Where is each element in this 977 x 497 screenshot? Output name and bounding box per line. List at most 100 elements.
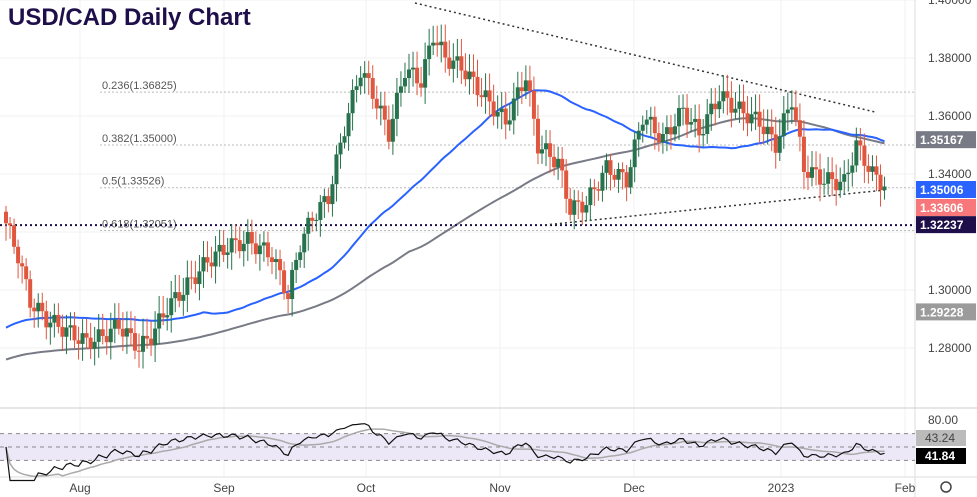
candle-body: [407, 69, 411, 79]
candle-body: [515, 87, 520, 99]
candle-body: [608, 160, 613, 175]
candle-body: [705, 114, 710, 134]
candle-body: [507, 120, 512, 125]
candle-body: [265, 242, 270, 258]
candle-body: [624, 172, 629, 188]
candle-body: [455, 56, 460, 61]
candle-body: [346, 113, 351, 137]
candle-body: [48, 322, 53, 328]
candle-body: [467, 71, 472, 80]
candle-body: [8, 223, 13, 226]
candle-body: [814, 167, 819, 170]
candle-body: [221, 244, 226, 255]
lower-trendline: [544, 189, 886, 226]
candle-body: [427, 45, 432, 60]
moving-average-line: [5, 89, 885, 329]
candle-body: [354, 86, 359, 90]
x-tick-label: Oct: [357, 481, 376, 495]
moving-average-line: [5, 117, 885, 361]
candle-body: [362, 73, 367, 78]
candle-body: [20, 263, 25, 267]
candle-body: [822, 183, 827, 185]
candle-body: [535, 118, 540, 154]
candle-body: [141, 335, 146, 352]
candle-body: [882, 186, 887, 191]
candle-body: [302, 233, 307, 253]
candle-body: [640, 124, 645, 131]
candle-body: [419, 83, 424, 88]
candle-body: [12, 225, 17, 247]
candle-body: [322, 196, 327, 203]
candle-body: [245, 232, 250, 244]
candle-body: [173, 292, 178, 299]
price-tag: [916, 181, 976, 198]
candle-body: [552, 156, 557, 168]
candle-body: [28, 279, 33, 308]
candle-body: [451, 60, 456, 69]
candle-body: [499, 108, 504, 113]
candle-body: [652, 116, 657, 134]
fib-label: 0.5(1.33526): [102, 176, 164, 188]
x-tick-label: Feb: [895, 481, 916, 495]
price-tag: [916, 199, 976, 216]
candle-body: [104, 336, 109, 343]
candle-body: [564, 170, 569, 199]
x-tick-label: Dec: [623, 481, 644, 495]
candle-body: [697, 118, 702, 136]
settings-gear-icon[interactable]: [940, 481, 952, 493]
candle-body: [64, 327, 69, 337]
candle-body: [580, 201, 585, 213]
candle-body: [487, 90, 492, 102]
price-tag-label: 1.32237: [920, 218, 964, 232]
rsi-signal-tag: [916, 430, 966, 446]
candle-body: [600, 172, 605, 191]
candle-body: [435, 42, 440, 46]
candle-body: [165, 315, 170, 318]
candle-body: [479, 95, 484, 98]
candle-body: [423, 59, 428, 88]
candle-body: [298, 252, 303, 260]
candle-body: [701, 133, 706, 136]
candle-body: [120, 328, 125, 337]
candle-body: [334, 154, 339, 185]
candle-body: [36, 302, 41, 312]
candle-body: [463, 70, 468, 80]
candle-body: [765, 126, 770, 135]
y-tick-label: 1.36000: [928, 109, 972, 123]
price-tag-label: 1.35006: [920, 183, 964, 197]
y-tick-label: 1.34000: [928, 167, 972, 181]
candle-body: [378, 105, 383, 109]
candle-body: [149, 338, 154, 346]
candle-body: [237, 240, 242, 252]
candle-body: [644, 119, 649, 125]
candle-body: [108, 328, 113, 343]
y-tick-label: 1.38000: [928, 51, 972, 65]
candle-body: [737, 101, 742, 109]
candle-body: [342, 136, 347, 143]
candle-body: [741, 101, 746, 114]
candle-body: [161, 313, 166, 318]
candle-body: [402, 78, 407, 87]
candle-body: [560, 158, 565, 171]
candle-body: [713, 103, 718, 110]
candle-body: [850, 165, 855, 173]
x-tick-label: Sep: [213, 481, 235, 495]
candle-body: [826, 172, 831, 184]
candle-body: [358, 77, 363, 87]
rsi-line: [5, 423, 885, 482]
rsi-tick-label: 80.00: [928, 413, 958, 427]
candle-body: [628, 167, 633, 188]
candle-body: [878, 174, 883, 191]
candle-body: [241, 243, 246, 252]
candle-body: [664, 127, 669, 135]
candle-body: [185, 277, 190, 295]
candle-body: [374, 98, 379, 109]
candle-body: [588, 187, 593, 206]
rsi-signal-label: 43.24: [925, 431, 955, 445]
candle-body: [411, 67, 416, 70]
candle-body: [76, 340, 81, 344]
candle-body: [382, 105, 387, 120]
candle-body: [761, 126, 766, 135]
candle-body: [92, 341, 97, 349]
